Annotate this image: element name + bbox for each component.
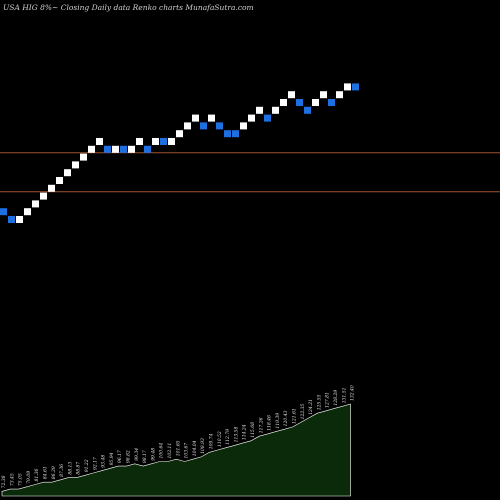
- volume-label: 104.04: [192, 440, 198, 456]
- volume-label: 99.34: [134, 448, 140, 461]
- down-brick: [0, 208, 7, 216]
- volume-label: 100.64: [159, 443, 165, 459]
- down-brick: [224, 130, 231, 138]
- volume-label: 95.94: [109, 452, 115, 465]
- down-brick: [296, 99, 303, 106]
- volume-label: 102.11: [167, 443, 173, 459]
- down-brick: [264, 114, 271, 122]
- up-brick: [320, 91, 327, 99]
- volume-label: 117.26: [258, 417, 264, 433]
- down-brick: [120, 145, 127, 153]
- up-brick: [88, 145, 95, 153]
- up-brick: [80, 153, 87, 161]
- up-brick: [128, 145, 135, 153]
- volume-label: 132.40: [350, 385, 356, 401]
- volume-area: [1, 403, 351, 497]
- up-brick: [48, 184, 55, 192]
- up-brick: [16, 216, 23, 223]
- volume-label: 121.61: [292, 408, 298, 424]
- down-brick: [352, 83, 359, 91]
- volume-label: 93.48: [101, 455, 107, 468]
- volume-label: 113.58: [233, 427, 239, 443]
- up-brick: [176, 130, 183, 138]
- up-brick: [248, 114, 255, 122]
- up-brick: [280, 99, 287, 106]
- chart-title: USA HIG 8%~ Closing Daily data Renko cha…: [3, 3, 254, 12]
- up-brick: [136, 138, 143, 145]
- up-brick: [64, 169, 71, 177]
- down-brick: [104, 145, 111, 153]
- up-brick: [72, 161, 79, 169]
- volume-label: 131.51: [341, 388, 347, 404]
- volume-label: 128.29: [333, 390, 339, 406]
- up-brick: [288, 91, 295, 99]
- volume-label: 91.22: [84, 459, 90, 472]
- volume-label: 79.09: [26, 471, 32, 484]
- down-brick: [304, 106, 311, 114]
- up-brick: [344, 83, 351, 91]
- up-brick: [24, 208, 31, 216]
- down-brick: [8, 216, 15, 223]
- up-brick: [152, 138, 159, 145]
- volume-label: 98.17: [142, 450, 148, 463]
- volume-label: 73.45: [9, 473, 15, 486]
- renko-bricks: [0, 83, 359, 223]
- down-brick: [216, 122, 223, 130]
- up-brick: [208, 114, 215, 122]
- volume-label: 72.38: [1, 475, 7, 488]
- volume-label: 112.79: [225, 429, 231, 445]
- volume-label: 75.05: [18, 473, 24, 486]
- volume-label: 88.87: [76, 462, 82, 475]
- volume-label: 84.61: [43, 466, 49, 479]
- volume-label: 96.17: [117, 450, 123, 463]
- volume-label: 120.43: [283, 410, 289, 426]
- up-brick: [40, 192, 47, 200]
- volume-label: 124.21: [308, 399, 314, 415]
- up-brick: [168, 138, 175, 145]
- reference-lines: [0, 152, 500, 193]
- up-brick: [96, 138, 103, 145]
- up-brick: [336, 91, 343, 99]
- volume-label: 119.39: [275, 413, 281, 429]
- down-brick: [144, 145, 151, 153]
- down-brick: [232, 130, 239, 138]
- up-brick: [256, 106, 263, 114]
- volume-panel: 72.38 73.45 75.05 79.09 81.36 84.61 86.39 87.36…: [1, 385, 356, 497]
- up-brick: [32, 200, 39, 208]
- down-brick: [160, 138, 167, 145]
- volume-label: 125.55: [316, 394, 322, 410]
- up-brick: [56, 177, 63, 184]
- volume-label: 108.93: [200, 438, 206, 454]
- down-brick: [328, 99, 335, 106]
- volume-label: 81.36: [34, 468, 40, 481]
- volume-label: 88.13: [67, 462, 73, 475]
- volume-label: 114.24: [242, 424, 248, 440]
- volume-label: 109.74: [209, 433, 215, 449]
- volume-label: 101.65: [175, 440, 181, 456]
- up-brick: [272, 106, 279, 114]
- volume-label: 98.82: [126, 450, 132, 463]
- up-brick: [240, 122, 247, 130]
- volume-label: 92.17: [92, 457, 98, 470]
- up-brick: [312, 99, 319, 106]
- volume-label: 87.36: [59, 464, 65, 477]
- up-brick: [112, 145, 119, 153]
- up-brick: [184, 122, 191, 130]
- down-brick: [200, 122, 207, 130]
- volume-label: 99.48: [150, 448, 156, 461]
- volume-label: 103.67: [184, 443, 190, 459]
- volume-label: 110.52: [217, 431, 223, 447]
- volume-label: 122.35: [300, 404, 306, 420]
- up-brick: [192, 114, 199, 122]
- volume-label: 127.81: [325, 392, 331, 408]
- volume-label: 115.68: [250, 422, 256, 438]
- volume-label: 118.46: [267, 415, 273, 431]
- volume-label: 86.39: [51, 466, 57, 479]
